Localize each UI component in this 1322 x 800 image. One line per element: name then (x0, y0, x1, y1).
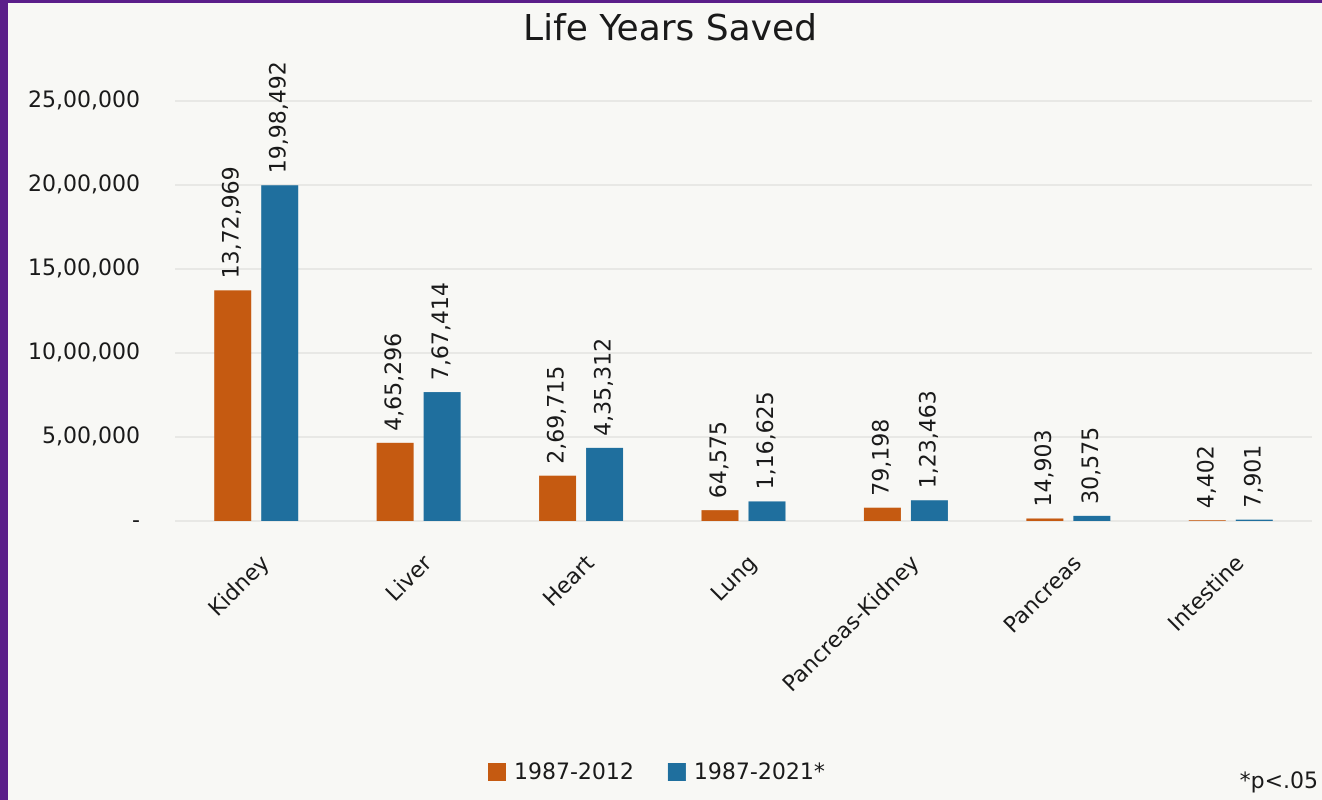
bar (701, 510, 739, 521)
chart-title: Life Years Saved (523, 8, 817, 49)
bar (586, 447, 624, 521)
bar (423, 392, 461, 521)
bar (1026, 518, 1064, 521)
y-tick-label: 10,00,000 (28, 340, 140, 365)
value-label: 4,402 (1194, 445, 1219, 508)
value-label: 64,575 (707, 421, 732, 498)
bar (214, 290, 252, 521)
legend-label: 1987-2021* (694, 760, 825, 785)
value-label: 7,67,414 (429, 282, 454, 380)
y-tick-label: - (132, 508, 140, 533)
bar (261, 185, 299, 521)
bar (1073, 515, 1111, 521)
value-label: 7,901 (1241, 445, 1266, 508)
legend-swatch (488, 763, 506, 781)
value-label: 13,72,969 (220, 166, 245, 278)
bar (1188, 520, 1226, 521)
legend-label: 1987-2012 (514, 760, 634, 785)
background (8, 3, 1322, 800)
value-label: 14,903 (1032, 430, 1057, 507)
value-label: 1,23,463 (916, 390, 941, 488)
bar (910, 500, 948, 521)
footnote: *p<.05 (1240, 769, 1318, 794)
bar (748, 501, 786, 521)
y-tick-label: 20,00,000 (28, 172, 140, 197)
value-label: 1,16,625 (754, 391, 779, 489)
value-label: 2,69,715 (545, 366, 570, 464)
value-label: 4,65,296 (382, 333, 407, 431)
bar (863, 507, 901, 521)
legend-swatch (667, 763, 686, 781)
value-label: 30,575 (1079, 427, 1104, 504)
value-label: 4,35,312 (592, 338, 617, 436)
y-tick-label: 5,00,000 (42, 424, 140, 449)
bar (539, 475, 577, 521)
bar (1235, 519, 1273, 521)
value-label: 19,98,492 (267, 61, 292, 173)
value-label: 79,198 (869, 419, 894, 496)
bar (376, 442, 414, 521)
y-tick-label: 25,00,000 (28, 88, 140, 113)
y-tick-label: 15,00,000 (28, 256, 140, 281)
